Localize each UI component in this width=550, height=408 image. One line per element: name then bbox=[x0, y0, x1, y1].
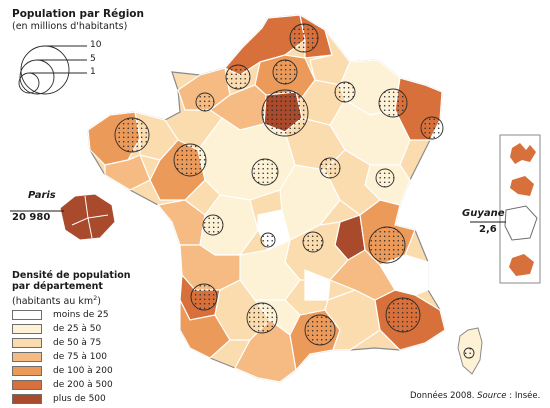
density-swatch bbox=[12, 310, 42, 320]
circle-picardie bbox=[272, 59, 298, 85]
circle-franche-comte bbox=[375, 168, 395, 188]
density-class-label: de 200 à 500 bbox=[53, 380, 113, 390]
density-class-row: plus de 500 bbox=[12, 393, 106, 405]
circle-champagne bbox=[334, 81, 356, 103]
circle-paca bbox=[385, 297, 421, 333]
circle-poitou bbox=[202, 214, 224, 236]
circle-nord bbox=[289, 23, 319, 53]
density-class-label: plus de 500 bbox=[53, 394, 106, 404]
population-circles bbox=[114, 23, 475, 359]
density-class-label: de 75 à 100 bbox=[53, 352, 107, 362]
density-swatch bbox=[12, 324, 42, 334]
population-size-legend bbox=[18, 45, 87, 95]
density-class-label: de 25 à 50 bbox=[53, 324, 102, 334]
circle-centre bbox=[251, 158, 279, 186]
density-class-label: de 50 à 75 bbox=[53, 338, 102, 348]
guadeloupe-island bbox=[510, 143, 536, 164]
population-size-1: 1 bbox=[90, 67, 96, 77]
guyane-territory bbox=[504, 205, 538, 241]
population-legend-subtitle: (en millions d'habitants) bbox=[12, 21, 128, 32]
density-swatch bbox=[12, 380, 42, 390]
density-swatch bbox=[12, 366, 42, 376]
density-class-row: moins de 25 bbox=[12, 309, 109, 321]
circle-ile-de-france bbox=[261, 89, 309, 137]
circle-lorraine bbox=[378, 88, 408, 118]
density-class-row: de 75 à 100 bbox=[12, 351, 107, 363]
circle-rhone-alpes bbox=[368, 226, 406, 264]
circle-bourgogne bbox=[319, 157, 341, 179]
density-class-label: moins de 25 bbox=[53, 310, 109, 320]
circle-auvergne bbox=[302, 231, 324, 253]
population-size-5: 5 bbox=[90, 54, 96, 64]
circle-limousin bbox=[260, 232, 276, 248]
density-class-row: de 25 à 50 bbox=[12, 323, 101, 335]
density-legend-title: Densité de population bbox=[12, 270, 131, 281]
population-legend-title: Population par Région bbox=[12, 8, 144, 20]
circle-midi-pyrenees bbox=[246, 302, 278, 334]
paris-callout-name: Paris bbox=[28, 190, 56, 201]
circle-basse-normandie bbox=[195, 92, 215, 112]
guyane-callout-name: Guyane bbox=[462, 208, 505, 219]
martinique-island bbox=[510, 176, 534, 196]
circle-corse bbox=[463, 347, 475, 359]
population-size-10: 10 bbox=[90, 40, 102, 50]
source-note: Données 2008. Source : Insée. bbox=[410, 391, 541, 401]
guyane-callout-value: 2,6 bbox=[479, 224, 497, 235]
circle-languedoc bbox=[304, 314, 336, 346]
density-swatch bbox=[12, 394, 42, 404]
density-class-row: de 200 à 500 bbox=[12, 379, 113, 391]
circle-bretagne bbox=[114, 117, 150, 153]
density-swatch bbox=[12, 338, 42, 348]
circle-haute-normandie bbox=[225, 64, 251, 90]
circle-aquitaine bbox=[190, 283, 218, 311]
density-class-row: de 50 à 75 bbox=[12, 337, 101, 349]
density-class-label: de 100 à 200 bbox=[53, 366, 113, 376]
circle-alsace bbox=[420, 116, 444, 140]
paris-callout-value: 20 980 bbox=[12, 212, 51, 223]
density-legend-title-line2: par département bbox=[12, 281, 103, 292]
density-class-row: de 100 à 200 bbox=[12, 365, 113, 377]
reunion-island bbox=[509, 254, 534, 276]
circle-pays-de-la-loire bbox=[173, 143, 207, 177]
density-legend-subtitle: (habitants au km2) bbox=[12, 294, 101, 308]
density-swatch bbox=[12, 352, 42, 362]
